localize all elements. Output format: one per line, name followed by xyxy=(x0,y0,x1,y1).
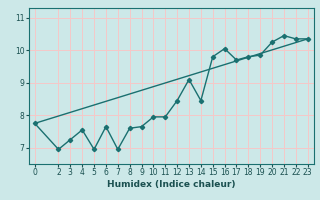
X-axis label: Humidex (Indice chaleur): Humidex (Indice chaleur) xyxy=(107,180,236,189)
